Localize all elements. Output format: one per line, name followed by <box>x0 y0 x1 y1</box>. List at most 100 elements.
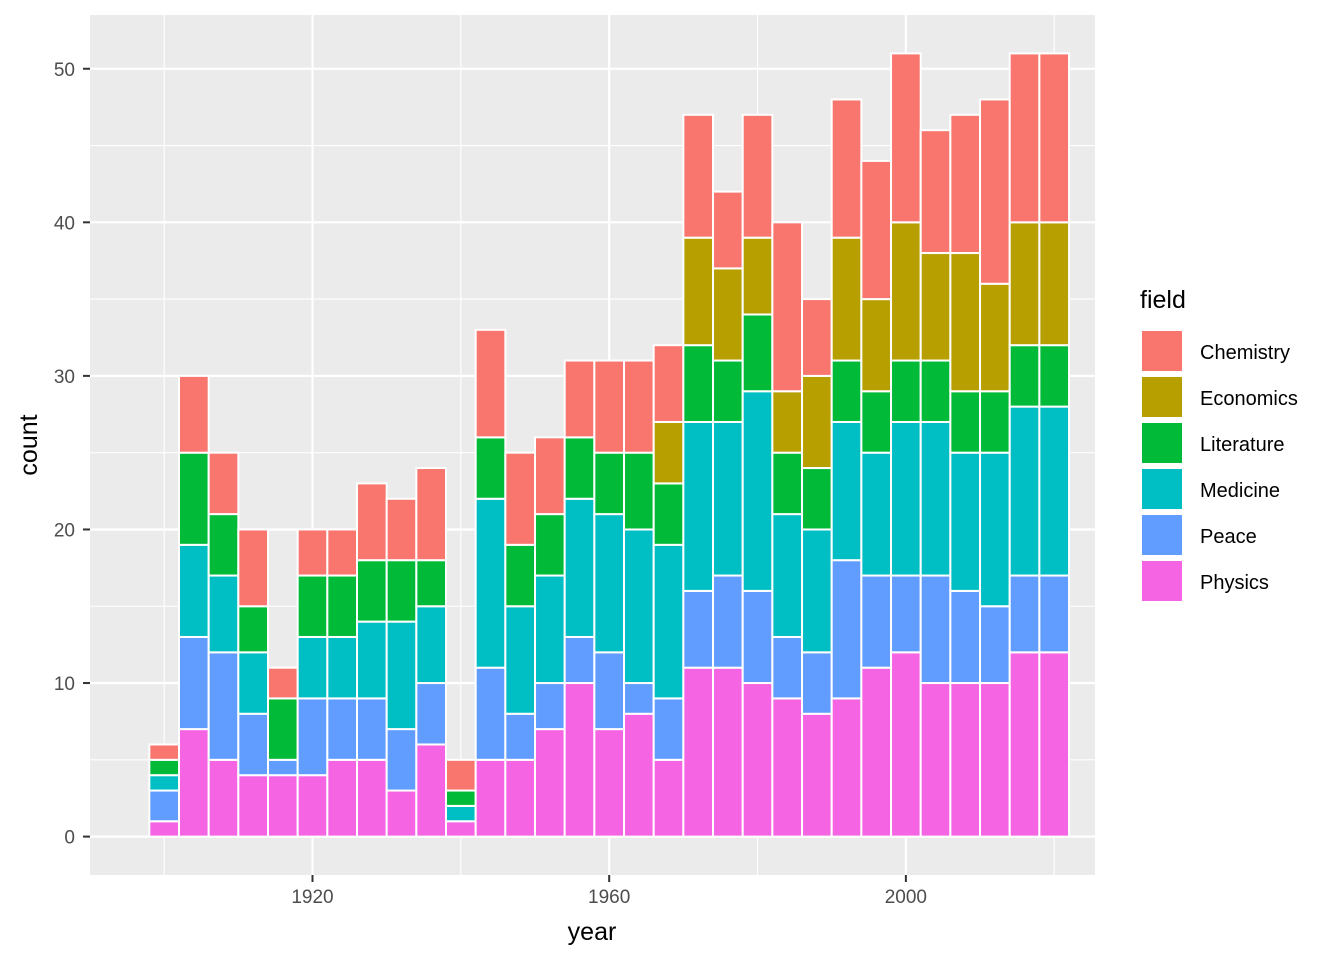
bar-segment-physics <box>534 728 566 838</box>
bar-segment-chemistry <box>267 666 299 700</box>
bar-segment-physics <box>207 758 240 838</box>
bar-segment-medicine <box>979 451 1011 608</box>
bar-segment-physics <box>474 758 507 838</box>
bar-segment-literature <box>296 574 329 638</box>
bar-segment-chemistry <box>890 52 922 224</box>
bar-segment-peace <box>207 651 240 761</box>
bar-segment-chemistry <box>504 451 537 546</box>
bar-segment-peace <box>356 697 388 761</box>
bar-segment-peace <box>593 651 626 731</box>
bar-segment-physics <box>890 651 922 838</box>
bar-segment-economics <box>949 252 982 393</box>
x-tick-label: 1960 <box>588 887 630 908</box>
bar-segment-economics <box>1038 221 1071 347</box>
legend-label-physics: Physics <box>1200 572 1269 594</box>
bar-segment-medicine <box>356 620 388 700</box>
bar-segment-literature <box>237 605 270 654</box>
bar-segment-peace <box>830 559 863 700</box>
bar-segment-literature <box>652 482 685 546</box>
bar-segment-economics <box>801 374 833 470</box>
bar-segment-chemistry <box>385 497 418 562</box>
bar-segment-peace <box>712 574 744 669</box>
legend-label-chemistry: Chemistry <box>1200 342 1290 364</box>
y-tick-label: 50 <box>54 60 75 81</box>
legend-key-peace <box>1140 513 1184 557</box>
bar-segment-medicine <box>207 574 240 654</box>
bar-segment-chemistry <box>534 436 566 516</box>
bar-segment-chemistry <box>415 467 448 562</box>
bar-segment-chemistry <box>860 159 893 301</box>
y-tick-label: 30 <box>54 367 75 388</box>
bar-segment-chemistry <box>178 374 210 454</box>
bar-segment-chemistry <box>801 298 833 377</box>
bar-segment-literature <box>712 359 744 423</box>
bar-segment-chemistry <box>919 129 952 255</box>
bar-segment-medicine <box>237 651 270 715</box>
bar-segment-physics <box>949 682 982 838</box>
bar-segment-medicine <box>741 390 774 592</box>
bar-segment-literature <box>148 758 181 777</box>
bar-segment-peace <box>949 589 982 685</box>
bar-segment-medicine <box>623 528 655 685</box>
bar-segment-economics <box>860 298 893 393</box>
bar-segment-literature <box>415 559 448 608</box>
bar-segment-physics <box>326 758 359 838</box>
bar-segment-chemistry <box>1008 52 1041 224</box>
bar-segment-peace <box>801 651 833 715</box>
bar-segment-literature <box>445 789 477 807</box>
bar-segment-medicine <box>504 605 537 715</box>
bar-segment-physics <box>415 743 448 838</box>
bar-segment-economics <box>1008 221 1041 347</box>
bar-segment-medicine <box>830 420 863 562</box>
bar-segment-literature <box>979 390 1011 454</box>
bar-segment-peace <box>563 635 596 685</box>
bar-segment-economics <box>771 390 804 454</box>
bar-segment-peace <box>415 682 448 746</box>
bar-segment-physics <box>178 728 210 838</box>
bar-segment-physics <box>563 682 596 838</box>
bar-segment-economics <box>741 236 774 316</box>
bar-segment-physics <box>237 774 270 838</box>
bar-segment-medicine <box>1008 405 1041 577</box>
bar-segment-physics <box>771 697 804 838</box>
bar-segment-chemistry <box>474 328 507 439</box>
bar-segment-chemistry <box>712 190 744 270</box>
legend-key-chemistry <box>1140 329 1184 373</box>
bar-segment-peace <box>385 728 418 792</box>
bar-segment-peace <box>1038 574 1071 654</box>
bar-segment-chemistry <box>652 344 685 423</box>
bar-segment-literature <box>267 697 299 761</box>
bar-segment-economics <box>652 420 685 485</box>
y-axis: 0 10 20 30 40 50 <box>54 60 90 849</box>
bar-segment-peace <box>1008 574 1041 654</box>
bar-segment-chemistry <box>830 98 863 239</box>
bar-segment-medicine <box>860 451 893 577</box>
bar-segment-medicine <box>148 774 181 792</box>
bar-segment-economics <box>712 267 744 362</box>
bar-segment-peace <box>178 635 210 731</box>
bar-segment-economics <box>682 236 715 347</box>
bar-segment-physics <box>652 758 685 838</box>
bar-segment-literature <box>207 513 240 577</box>
bar-segment-literature <box>623 451 655 531</box>
bar-segment-medicine <box>445 804 477 823</box>
bar-segment-medicine <box>593 513 626 654</box>
legend-label-literature: Literature <box>1200 434 1285 456</box>
legend-label-economics: Economics <box>1200 388 1298 410</box>
bar-segment-medicine <box>771 513 804 638</box>
bar-segment-economics <box>919 252 952 362</box>
bar-segment-chemistry <box>741 113 774 239</box>
bar-segment-literature <box>890 359 922 423</box>
bar-segment-literature <box>1008 344 1041 408</box>
bar-segment-medicine <box>415 605 448 685</box>
bar-segment-peace <box>771 635 804 700</box>
bar-segment-literature <box>178 451 210 546</box>
bar-segment-peace <box>504 712 537 761</box>
legend-label-medicine: Medicine <box>1200 480 1280 502</box>
bar-segment-chemistry <box>207 451 240 516</box>
bar-segment-physics <box>445 820 477 838</box>
bar-segment-physics <box>860 666 893 838</box>
bar-segment-physics <box>267 774 299 838</box>
bar-segment-literature <box>474 436 507 500</box>
bar-segment-chemistry <box>682 113 715 239</box>
